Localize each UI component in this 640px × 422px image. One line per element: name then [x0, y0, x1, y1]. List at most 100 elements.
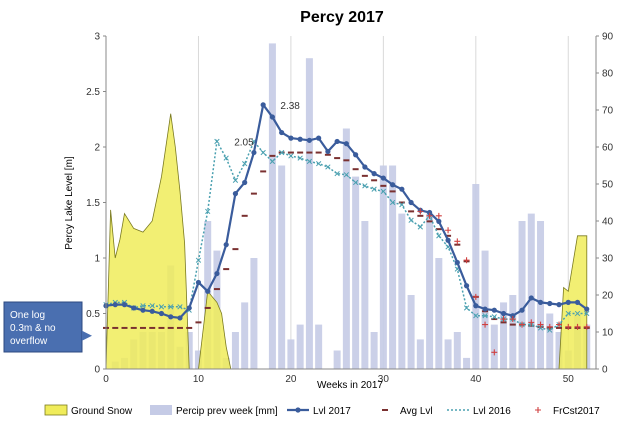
lvl2017-point — [547, 300, 553, 307]
precip-bar — [268, 43, 276, 370]
precip-bar — [250, 258, 258, 369]
lvl2017-point — [528, 295, 534, 301]
lvl2016-point — [362, 183, 368, 189]
y2-tick-label: 90 — [602, 32, 614, 43]
precip-bar — [398, 213, 406, 369]
frcst-point — [537, 321, 544, 328]
frcst-point — [426, 212, 433, 219]
y-tick-label: 2.5 — [86, 87, 100, 98]
frcst-point — [454, 238, 461, 245]
precip-bar — [296, 324, 304, 369]
lvl2017-point — [288, 135, 294, 141]
lvl2017-point — [232, 191, 239, 197]
lvl2016-point — [232, 177, 239, 183]
x-tick-label: 10 — [193, 374, 205, 385]
lvl2017-point — [362, 164, 368, 170]
frcst-point — [509, 316, 516, 323]
legend-label: Ground Snow — [71, 406, 133, 417]
lvl2016-point — [473, 313, 479, 319]
lvl2016-point — [214, 138, 220, 145]
precip-bar — [435, 258, 443, 369]
lvl2017-point — [140, 307, 146, 313]
lvl2017-point — [473, 303, 479, 309]
y2-tick-label: 40 — [602, 217, 614, 228]
lvl2017-point — [223, 242, 229, 248]
lvl2017-point — [380, 175, 386, 181]
lvl2016-point — [408, 217, 414, 223]
precip-bar — [472, 184, 480, 369]
lvl2017-point — [436, 218, 442, 224]
lvl2017-point — [445, 237, 451, 243]
frcst-point — [556, 321, 563, 328]
lvl2017-point — [482, 306, 488, 312]
legend-label: Percip prev week [mm] — [176, 406, 278, 417]
precip-bar — [518, 221, 526, 369]
precip-bar — [185, 332, 193, 369]
frcst-point — [528, 319, 535, 326]
lvl2016-point — [380, 188, 387, 195]
lvl2016-point — [205, 208, 211, 215]
lvl2016-point — [371, 186, 377, 192]
y2-tick-label: 20 — [602, 291, 614, 302]
lvl2017-point — [195, 279, 202, 286]
lvl2017-point — [112, 302, 118, 308]
lvl2017-point — [500, 310, 507, 317]
y-tick-label: 3 — [94, 32, 100, 43]
legend-swatch-frcst — [535, 407, 541, 413]
frcst-point — [546, 323, 553, 330]
legend-swatch-precip — [150, 405, 172, 415]
lvl2017-point — [463, 283, 470, 289]
x-tick-label: 30 — [378, 374, 390, 385]
precip-bar — [194, 350, 202, 369]
lvl2016-point — [574, 310, 581, 317]
y-tick-label: 0.5 — [86, 309, 100, 320]
callout-box — [3, 301, 83, 353]
precip-bar — [444, 339, 452, 369]
y2-tick-label: 70 — [602, 106, 614, 117]
lvl2016-point — [149, 303, 155, 309]
frcst-point — [565, 323, 572, 330]
lvl2016-point — [417, 224, 423, 230]
frcst-point — [491, 349, 498, 356]
y2-tick-label: 30 — [602, 254, 614, 265]
precip-bar — [509, 295, 517, 369]
callout-line: 0.3m & no — [10, 323, 56, 334]
lvl2017-point — [158, 310, 165, 317]
lvl2017-point — [519, 307, 525, 313]
callout-line: overflow — [10, 336, 48, 347]
lvl2017-point — [565, 299, 571, 305]
frcst-point — [463, 257, 470, 264]
lvl2016-point — [325, 164, 331, 170]
lvl2017-point — [556, 302, 562, 308]
frcst-point — [500, 316, 507, 323]
precip-bar — [231, 332, 239, 369]
lvl2017-point — [214, 270, 220, 277]
chart-title: Percy 2017 — [300, 9, 384, 26]
lvl2016-point — [352, 179, 359, 186]
lvl2016-point — [168, 304, 174, 310]
lvl2016-point — [242, 160, 248, 167]
lvl2017-point — [306, 137, 312, 143]
lvl2016-point — [334, 170, 340, 177]
precip-bar — [333, 350, 341, 369]
lvl2016-point — [260, 149, 266, 156]
legend-marker-lvl2017 — [295, 407, 301, 413]
frcst-point — [583, 323, 590, 330]
x-tick-label: 0 — [103, 374, 109, 385]
precip-bar — [546, 313, 554, 369]
lvl2017-point — [353, 152, 359, 158]
lvl2017-point — [454, 259, 460, 266]
lvl2017-point — [251, 149, 257, 156]
legend-label: FrCst2017 — [553, 406, 600, 417]
legend-label: Lvl 2017 — [313, 406, 351, 417]
lvl2016-point — [389, 199, 396, 206]
lvl2017-point — [149, 308, 155, 314]
lvl2016-point — [269, 158, 276, 165]
lvl2017-point — [316, 135, 322, 141]
y-tick-label: 0 — [94, 365, 100, 376]
y2-tick-label: 0 — [602, 365, 608, 376]
lvl2016-point — [158, 304, 165, 310]
lvl2016-point — [491, 314, 497, 320]
frcst-point — [417, 208, 424, 215]
